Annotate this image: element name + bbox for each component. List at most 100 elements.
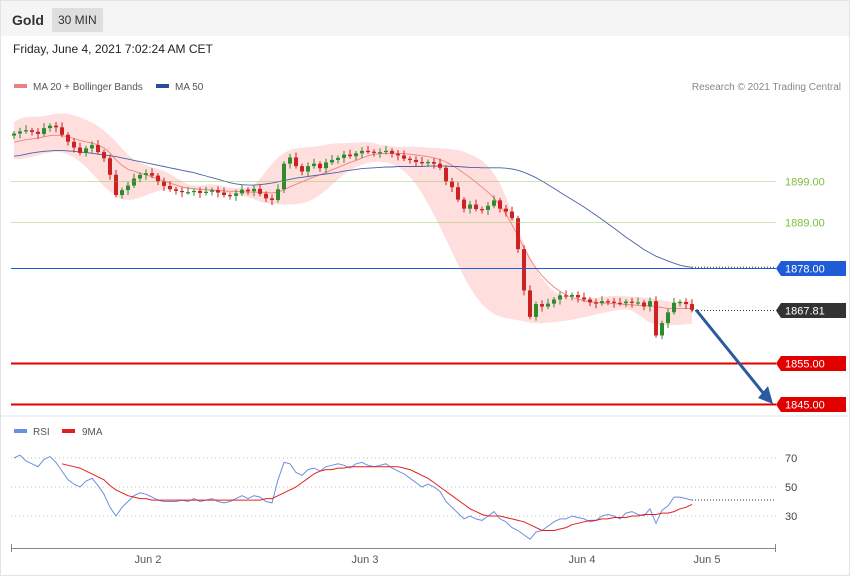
resistance-label: 1889.00	[785, 218, 825, 230]
candle-body	[114, 174, 118, 196]
candle-body	[210, 190, 214, 192]
time-axis-label: Jun 3	[352, 554, 379, 566]
rsi-line	[13, 454, 693, 540]
candle-body	[480, 209, 484, 211]
candle-body	[612, 301, 616, 303]
candle-body	[540, 304, 544, 307]
time-axis-label: Jun 5	[694, 554, 721, 566]
candle-body	[138, 174, 142, 179]
candle-body	[576, 294, 580, 298]
candle-body	[306, 166, 310, 172]
candle-body	[186, 192, 190, 194]
price-levels: 1899.00 1889.00 1878.00 1867.81 1855.00 1845.…	[11, 177, 846, 412]
rsi-tick-label: 70	[785, 453, 797, 465]
candle-body	[246, 189, 250, 192]
candle-body	[474, 204, 478, 210]
candle-body	[588, 299, 592, 303]
candle-body	[174, 189, 178, 191]
candle-body	[636, 302, 640, 304]
candle-body	[78, 147, 82, 153]
candle-body	[168, 185, 172, 190]
candle-body	[264, 193, 268, 199]
candle-body	[432, 162, 436, 164]
symbol-label: Gold	[12, 12, 44, 28]
candle-body	[48, 125, 52, 129]
candle-body	[180, 190, 184, 193]
candle-body	[240, 189, 244, 194]
candle-body	[12, 133, 16, 136]
candle-body	[144, 173, 148, 175]
candle-body	[270, 198, 274, 200]
ma50-legend-label: MA 50	[175, 82, 204, 93]
current-price-label: 1867.81	[785, 306, 825, 318]
candle-body	[594, 302, 598, 304]
pivot-price-tag	[776, 261, 846, 276]
support-price-label: 1845.00	[785, 400, 825, 412]
chart-toolbar: Gold 30 MIN	[1, 1, 849, 36]
candle-body	[528, 290, 532, 317]
timestamp: Friday, June 4, 2021 7:02:24 AM CET	[13, 42, 213, 56]
candle-body	[282, 163, 286, 190]
timeframe-button[interactable]: 30 MIN	[52, 8, 103, 32]
rsi-tick-label: 50	[785, 482, 797, 494]
candle-body	[630, 301, 634, 303]
candle-body	[366, 150, 370, 153]
candle-body	[126, 185, 130, 191]
candle-body	[384, 150, 388, 153]
candle-body	[600, 301, 604, 304]
time-axis: Jun 2 Jun 3 Jun 4 Jun 5	[11, 544, 776, 566]
candle-body	[354, 153, 358, 157]
projection-arrow-head	[758, 386, 773, 404]
candle-body	[90, 145, 94, 149]
candle-body	[258, 188, 262, 194]
copyright-text: Research © 2021 Trading Central	[692, 82, 841, 93]
candle-body	[402, 155, 406, 159]
candle-body	[558, 295, 562, 300]
candle-body	[660, 323, 664, 336]
candle-body	[564, 295, 568, 297]
candle-body	[288, 157, 292, 164]
candle-body	[546, 303, 550, 307]
candle-body	[552, 299, 556, 304]
time-axis-label: Jun 2	[135, 554, 162, 566]
resistance-label: 1899.00	[785, 177, 825, 189]
candle-body	[162, 181, 166, 186]
candle-body	[372, 151, 376, 153]
bollinger-band	[14, 113, 692, 326]
candle-body	[678, 301, 682, 304]
candle-body	[120, 190, 124, 196]
candle-body	[318, 163, 322, 169]
candle-body	[348, 154, 352, 157]
candle-body	[408, 158, 412, 160]
candle-body	[618, 302, 622, 305]
candle-body	[606, 301, 610, 303]
projection-arrow-shaft	[694, 308, 766, 395]
candle-body	[396, 153, 400, 156]
candle-body	[108, 158, 112, 175]
candle-body	[336, 157, 340, 160]
candle-body	[486, 205, 490, 210]
price-plot	[12, 113, 694, 340]
candle-body	[294, 157, 298, 167]
candle-body	[222, 192, 226, 196]
candle-body	[42, 128, 46, 134]
ma50-line	[13, 149, 693, 268]
candle-body	[504, 208, 508, 212]
candle-body	[312, 163, 316, 167]
candle-body	[276, 189, 280, 200]
candle-body	[534, 304, 538, 317]
rsi-plot: 70 50 30	[11, 453, 797, 540]
candle-body	[444, 167, 448, 182]
candle-body	[516, 218, 520, 250]
candle-body	[102, 152, 106, 159]
candle-body	[72, 141, 76, 148]
candle-body	[654, 301, 658, 336]
candle-body	[570, 294, 574, 297]
rsi-legend-label: RSI	[33, 427, 50, 438]
candle-body	[192, 190, 196, 193]
support-price-label: 1855.00	[785, 359, 825, 371]
candle-body	[252, 188, 256, 192]
candle-body	[456, 187, 460, 200]
ma20-legend-swatch	[14, 84, 27, 88]
